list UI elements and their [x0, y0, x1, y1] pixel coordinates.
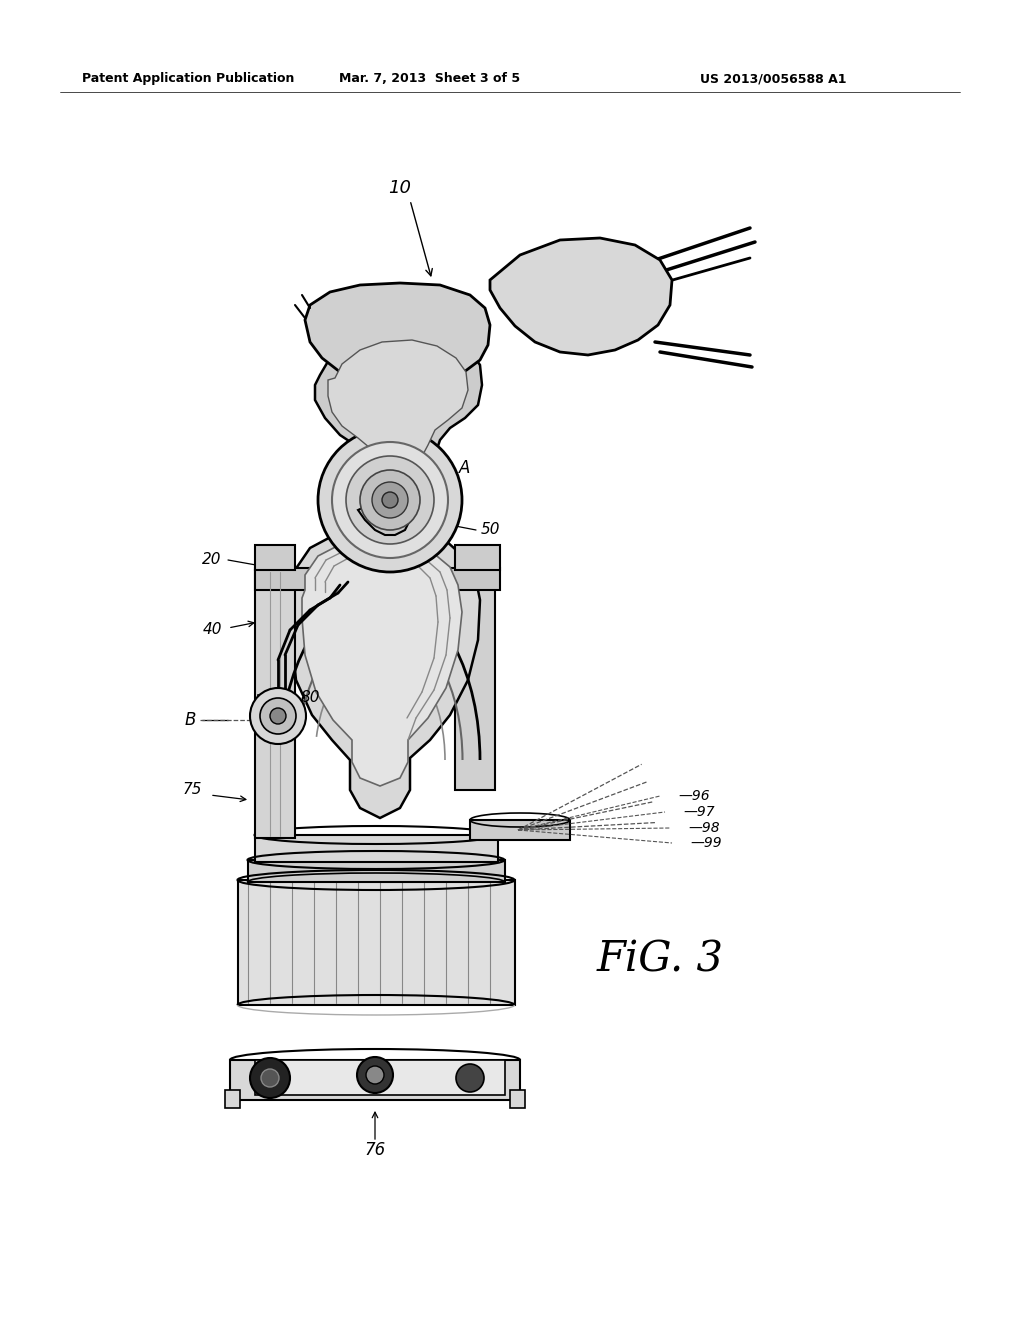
Text: A: A — [460, 459, 471, 477]
Polygon shape — [225, 1090, 240, 1107]
Polygon shape — [328, 341, 468, 490]
Circle shape — [456, 1064, 484, 1092]
Polygon shape — [470, 820, 570, 840]
Circle shape — [260, 698, 296, 734]
Text: —97: —97 — [683, 805, 715, 818]
Polygon shape — [255, 545, 295, 570]
Polygon shape — [455, 545, 500, 570]
Polygon shape — [255, 1060, 505, 1096]
Circle shape — [318, 428, 462, 572]
Text: —96: —96 — [678, 789, 710, 803]
Circle shape — [270, 708, 286, 723]
Circle shape — [346, 455, 434, 544]
Polygon shape — [302, 537, 462, 785]
Polygon shape — [238, 880, 515, 1005]
Polygon shape — [255, 836, 498, 862]
Polygon shape — [305, 282, 490, 392]
Circle shape — [250, 688, 306, 744]
Text: Mar. 7, 2013  Sheet 3 of 5: Mar. 7, 2013 Sheet 3 of 5 — [339, 73, 520, 84]
Circle shape — [360, 470, 420, 531]
Polygon shape — [455, 570, 495, 789]
Text: —99: —99 — [690, 836, 722, 850]
Polygon shape — [248, 861, 505, 882]
Polygon shape — [255, 568, 500, 590]
Text: US 2013/0056588 A1: US 2013/0056588 A1 — [700, 73, 847, 84]
Circle shape — [357, 1057, 393, 1093]
Polygon shape — [315, 330, 482, 498]
Circle shape — [250, 1059, 290, 1098]
Text: B: B — [184, 711, 196, 729]
Text: 40: 40 — [203, 623, 222, 638]
Polygon shape — [255, 570, 295, 838]
Polygon shape — [490, 238, 672, 355]
Circle shape — [366, 1067, 384, 1084]
Circle shape — [332, 442, 449, 558]
Circle shape — [382, 492, 398, 508]
Text: 20: 20 — [203, 553, 222, 568]
Polygon shape — [358, 500, 410, 535]
Polygon shape — [510, 1090, 525, 1107]
Text: —98: —98 — [688, 821, 720, 836]
Text: 75: 75 — [182, 783, 202, 797]
Text: Patent Application Publication: Patent Application Publication — [82, 73, 294, 84]
Text: 50: 50 — [480, 523, 500, 537]
Circle shape — [372, 482, 408, 517]
Circle shape — [261, 1069, 279, 1086]
Text: 10: 10 — [388, 180, 412, 197]
Text: 80: 80 — [300, 690, 319, 705]
Polygon shape — [230, 1060, 520, 1100]
Polygon shape — [292, 525, 480, 818]
Polygon shape — [258, 696, 295, 730]
Text: FiG. 3: FiG. 3 — [597, 939, 724, 981]
Text: 76: 76 — [365, 1140, 386, 1159]
